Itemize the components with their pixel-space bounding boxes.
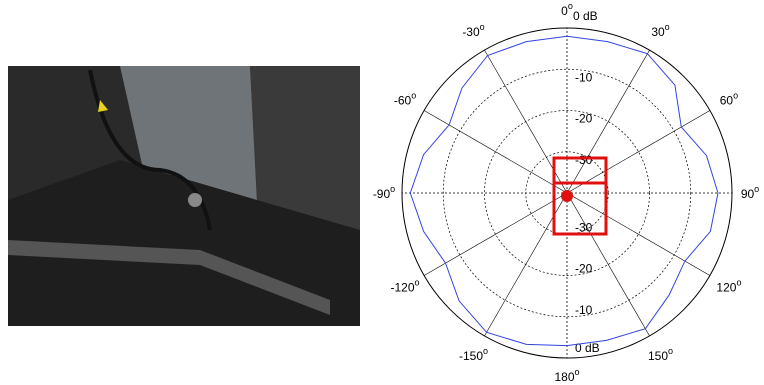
angle-value: -90 [373,187,391,201]
grid-spoke [423,192,568,276]
annotation [552,156,608,236]
angle-label: 60o [720,91,738,108]
radiation-pattern [409,35,719,347]
angle-value: 90 [741,187,755,201]
angle-value: -150 [459,349,483,363]
r-tick-label: -20 [575,112,593,126]
angle-value: 180 [554,370,574,384]
angle-label: 90o [741,184,759,201]
highlight-box [552,156,608,236]
angle-value: 150 [648,349,668,363]
r-tick-label: -10 [575,303,593,317]
angle-label: -90o [373,184,395,201]
degree-mark: o [668,346,673,356]
antenna-position [561,190,573,202]
degree-mark: o [568,1,573,11]
degree-mark: o [483,346,488,356]
angle-value: 30 [651,25,665,39]
r-tick-label: 0 dB [575,341,600,355]
angle-label: 150o [648,346,673,363]
angle-label: -120o [391,278,420,295]
degree-mark: o [736,278,741,288]
angle-value: -30 [462,25,480,39]
angle-value: -60 [394,94,412,108]
r-tick-label: -10 [575,70,593,84]
grid-ring [442,68,692,318]
angle-label: 180o [554,367,579,384]
grid-ring [484,110,650,276]
photo-rail [8,240,330,315]
photo-sticker [98,100,108,112]
degree-mark: o [575,367,580,377]
degree-mark: o [754,184,759,194]
r-tick-label: -30 [575,153,593,167]
polar-chart: -30-30-20-20-10-100 dB0 dB0o30o60o90o120… [373,1,759,384]
degree-mark: o [733,91,738,101]
angle-label: -30o [462,22,484,39]
angle-value: 0 [561,4,568,18]
angle-value: 120 [716,281,736,295]
degree-mark: o [480,22,485,32]
r-tick-label: 0 dB [573,9,598,23]
angle-label: 120o [716,278,741,295]
degree-mark: o [411,91,416,101]
angle-value: -120 [391,281,415,295]
grid-spoke [566,192,711,276]
angle-label: 30o [651,22,669,39]
r-tick-label: -30 [575,220,593,234]
degree-mark: o [390,184,395,194]
grid-spoke [566,192,650,337]
angle-label: -60o [394,91,416,108]
degree-mark: o [415,278,420,288]
r-tick-label: -20 [575,262,593,276]
photo-connector [188,193,202,207]
angle-label: 0o [561,1,573,18]
grid-spoke [423,110,568,194]
angle-label: -150o [459,346,488,363]
grid-spoke [566,110,711,194]
degree-mark: o [665,22,670,32]
photo [8,66,360,326]
angle-value: 60 [720,94,734,108]
grid-spoke [566,49,650,194]
